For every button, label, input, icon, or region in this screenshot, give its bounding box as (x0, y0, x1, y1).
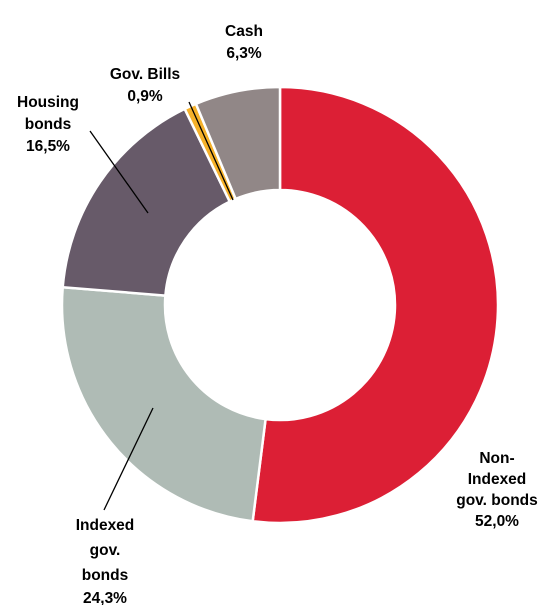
slice-label-line: Indexed (468, 471, 527, 488)
leader-line-indexed (103, 407, 154, 511)
slice-label-cash: Cash 6,3% (225, 23, 263, 62)
slice-label-indexed: Indexed gov. bonds 24,3% (76, 517, 135, 605)
slice-label-line: bonds (25, 116, 72, 133)
slice-value-label: 0,9% (127, 88, 163, 105)
slice-label-line: Gov. Bills (110, 66, 180, 83)
donut-slice-non_indexed (251, 85, 500, 525)
slice-label-line: Cash (225, 23, 263, 40)
donut-slice-indexed (60, 285, 267, 523)
slice-value-label: 6,3% (226, 45, 262, 62)
slice-label-bills: Gov. Bills 0,9% (110, 66, 180, 105)
donut-slice-housing (61, 107, 232, 297)
slice-label-housing: Housing bonds 16,5% (17, 94, 79, 155)
donut-slices (60, 85, 500, 525)
slice-label-non-indexed: Non- Indexed gov. bonds 52,0% (456, 450, 538, 530)
slice-label-line: gov. bonds (456, 492, 538, 509)
slice-value-label: 52,0% (475, 513, 519, 530)
donut-slice-cash (194, 85, 282, 201)
slice-label-line: gov. (90, 542, 121, 559)
slice-value-label: 24,3% (83, 590, 127, 605)
slice-label-line: bonds (82, 567, 129, 584)
slice-label-line: Housing (17, 94, 79, 111)
leader-line-bills (188, 101, 234, 201)
slice-label-line: Non- (479, 450, 514, 467)
slice-label-line: Indexed (76, 517, 135, 534)
leader-line-housing (89, 130, 149, 214)
slice-value-label: 16,5% (26, 138, 70, 155)
leader-lines (89, 101, 234, 511)
